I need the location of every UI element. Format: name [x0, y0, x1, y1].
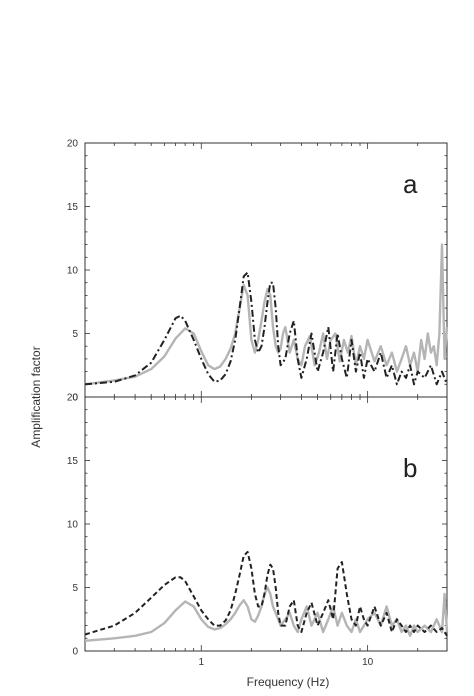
- panel-b-ytick-label: 15: [67, 456, 79, 467]
- panel-b-ytick-label: 10: [67, 520, 79, 531]
- panel-b-ytick-label: 20: [67, 393, 79, 404]
- x-axis-title: Frequency (Hz): [247, 675, 330, 689]
- panel-a-label: a: [403, 169, 418, 199]
- panel-a-series-solid-line: [84, 243, 449, 386]
- panel-a-ytick-label: 0: [72, 393, 78, 404]
- panel-b-series-dashed-line: [84, 550, 448, 637]
- panel-b-label: b: [403, 453, 417, 483]
- panel-a-ytick-label: 10: [67, 266, 79, 277]
- panel-b-ticks: 0 5 10 15 20 1 10: [67, 393, 448, 668]
- panel-b: 0 5 10 15 20 1 10 b: [67, 393, 449, 668]
- panel-b-ytick-label: 5: [72, 583, 78, 594]
- panel-a-ytick-label: 15: [67, 202, 79, 213]
- panel-b-ytick-label: 0: [72, 647, 78, 658]
- panel-a-ytick-label: 5: [72, 329, 78, 340]
- panel-b-xtick-label: 10: [362, 657, 374, 668]
- panel-b-series-group: [84, 550, 449, 642]
- panel-b-xtick-label: 1: [198, 657, 204, 668]
- panel-b-frame: [84, 396, 448, 652]
- panel-a: 0 5 10 15 20 a: [67, 139, 449, 404]
- panel-a-series-dashdot-line: [84, 271, 448, 386]
- panel-a-ticks: 0 5 10 15 20: [67, 139, 448, 404]
- panel-a-ytick-label: 20: [67, 139, 79, 150]
- panel-a-series-group: [84, 243, 449, 386]
- panel-b-series-solid-line: [84, 586, 449, 642]
- y-axis-title: Amplification factor: [29, 346, 43, 447]
